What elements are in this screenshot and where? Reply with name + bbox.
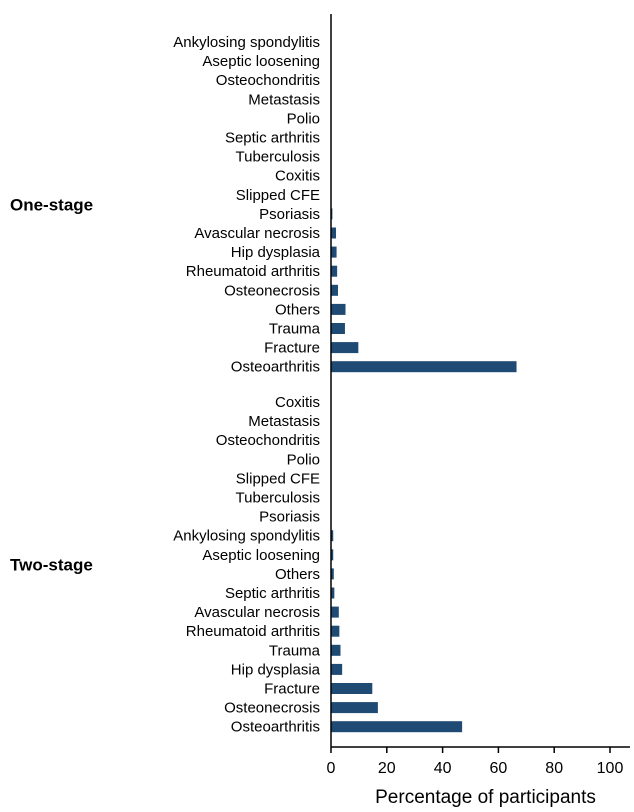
category-label: Others <box>275 566 320 583</box>
category-label: Hip dysplasia <box>231 244 321 261</box>
category-label: Metastasis <box>248 413 320 430</box>
bar <box>331 303 346 315</box>
x-tick-label: 40 <box>434 760 452 777</box>
bar <box>331 530 334 542</box>
x-tick-label: 80 <box>545 760 563 777</box>
category-label: Slipped CFE <box>236 470 320 487</box>
bar <box>331 702 378 714</box>
x-axis-title: Percentage of participants <box>375 787 596 808</box>
category-label: Fracture <box>264 681 320 698</box>
bar <box>331 721 463 733</box>
bar <box>331 606 339 618</box>
category-label: Aseptic loosening <box>202 53 320 70</box>
category-label: Avascular necrosis <box>194 225 320 242</box>
category-label: Slipped CFE <box>236 187 320 204</box>
group-label: Two-stage <box>10 555 93 574</box>
x-tick-label: 100 <box>597 760 624 777</box>
category-label: Polio <box>287 110 320 127</box>
category-label: Coxitis <box>275 394 320 411</box>
category-label: Polio <box>287 451 320 468</box>
x-ticks: 0 20 40 60 80 100 <box>327 747 624 777</box>
x-tick-label: 20 <box>378 760 396 777</box>
category-label: Trauma <box>269 321 321 338</box>
category-label: Osteochondritis <box>216 432 320 449</box>
bar <box>331 549 334 561</box>
bar <box>331 265 338 277</box>
bar <box>331 568 334 580</box>
category-label: Metastasis <box>248 91 320 108</box>
bar <box>331 342 359 354</box>
category-label: Osteoarthritis <box>231 359 320 376</box>
category-label: Coxitis <box>275 168 320 185</box>
bar <box>331 625 340 637</box>
category-label: Fracture <box>264 340 320 357</box>
bars <box>331 208 517 733</box>
category-label: Psoriasis <box>259 206 320 223</box>
category-label: Osteonecrosis <box>224 282 320 299</box>
bar <box>331 361 517 373</box>
category-label: Ankylosing spondylitis <box>173 528 320 545</box>
category-labels: Ankylosing spondylitis Aseptic loosening O… <box>173 34 320 736</box>
category-label: Rheumatoid arthritis <box>186 263 320 280</box>
category-label: Osteochondritis <box>216 72 320 89</box>
category-label: Ankylosing spondylitis <box>173 34 320 51</box>
category-label: Psoriasis <box>259 509 320 526</box>
category-label: Avascular necrosis <box>194 604 320 621</box>
bar <box>331 227 337 239</box>
category-label: Trauma <box>269 642 321 659</box>
category-label: Rheumatoid arthritis <box>186 623 320 640</box>
category-label: Septic arthritis <box>225 585 320 602</box>
category-label: Aseptic loosening <box>202 547 320 564</box>
category-label: Osteonecrosis <box>224 700 320 717</box>
bar <box>331 587 335 599</box>
bar <box>331 284 338 296</box>
category-label: Tuberculosis <box>236 149 320 166</box>
bar <box>331 683 373 694</box>
x-tick-label: 0 <box>327 760 336 777</box>
category-label: Tuberculosis <box>236 490 320 507</box>
group-labels: One-stage Two-stage <box>10 195 93 574</box>
x-tick-label: 60 <box>490 760 508 777</box>
group-label: One-stage <box>10 195 93 214</box>
category-label: Hip dysplasia <box>231 661 321 678</box>
category-label: Others <box>275 301 320 318</box>
category-label: Septic arthritis <box>225 130 320 147</box>
bar <box>331 246 337 258</box>
bar <box>331 663 343 675</box>
category-label: Osteoarthritis <box>231 719 320 736</box>
bar <box>331 323 345 334</box>
bar <box>331 644 341 656</box>
